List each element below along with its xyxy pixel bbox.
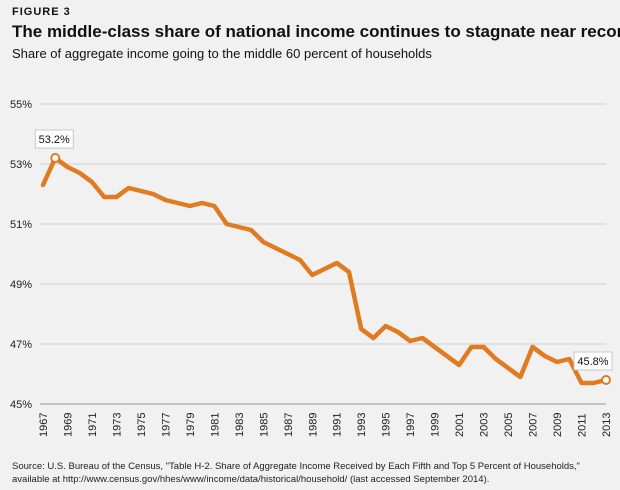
data-point xyxy=(396,330,400,334)
data-point xyxy=(494,357,498,361)
annotation-marker xyxy=(601,375,611,385)
data-point xyxy=(531,345,535,349)
x-tick-label: 2005 xyxy=(503,413,515,437)
x-tick-label: 1973 xyxy=(111,413,123,437)
x-tick-label: 1993 xyxy=(356,413,368,437)
annotation-box xyxy=(573,351,613,371)
x-tick-label: 1981 xyxy=(209,413,221,437)
data-point xyxy=(482,345,486,349)
x-tick-label: 1977 xyxy=(160,413,172,437)
source-note: Source: U.S. Bureau of the Census, "Tabl… xyxy=(12,461,580,485)
data-point xyxy=(127,186,131,190)
data-point xyxy=(323,267,326,271)
x-tick-label: 1999 xyxy=(430,413,442,437)
data-point xyxy=(102,195,106,199)
data-point xyxy=(90,180,94,184)
data-point xyxy=(274,246,278,250)
data-point xyxy=(543,354,547,358)
data-point xyxy=(200,201,204,205)
x-tick-label: 1983 xyxy=(234,413,246,437)
data-point xyxy=(151,192,155,196)
data-point xyxy=(567,357,571,361)
data-point xyxy=(41,183,45,187)
x-tick-label: 1979 xyxy=(185,413,197,437)
x-tick-label: 2003 xyxy=(479,413,491,437)
data-point xyxy=(433,345,437,349)
y-tick-label: 55% xyxy=(10,99,32,111)
x-tick-label: 1997 xyxy=(405,413,417,437)
data-point xyxy=(249,228,253,232)
data-point xyxy=(384,324,388,328)
annotation-label: 53.2% xyxy=(39,134,70,146)
data-point xyxy=(114,195,118,199)
data-point xyxy=(457,363,461,367)
data-point xyxy=(286,252,290,256)
data-point xyxy=(310,273,314,277)
data-point xyxy=(445,354,449,358)
data-point xyxy=(65,165,69,169)
x-tick-label: 2007 xyxy=(528,413,540,437)
y-tick-label: 51% xyxy=(10,219,32,231)
x-tick-label: 2009 xyxy=(552,413,564,437)
data-point xyxy=(78,171,82,175)
annotation-box xyxy=(34,129,74,149)
data-point xyxy=(580,381,584,385)
data-point xyxy=(298,258,302,262)
data-point xyxy=(237,225,241,229)
x-tick-label: 2001 xyxy=(454,413,466,437)
x-tick-label: 2011 xyxy=(577,413,589,437)
data-point xyxy=(408,339,412,343)
x-tick-label: 1991 xyxy=(332,413,344,437)
x-tick-label: 1995 xyxy=(381,413,393,437)
data-point xyxy=(139,189,143,193)
chart-title: The middle-class share of national incom… xyxy=(12,22,620,41)
y-tick-label: 53% xyxy=(10,159,32,171)
data-point xyxy=(225,222,229,226)
x-tick-label: 1969 xyxy=(62,413,74,437)
y-tick-label: 47% xyxy=(10,339,32,351)
annotation-label: 45.8% xyxy=(577,356,608,368)
data-point xyxy=(347,270,351,274)
annotation-marker xyxy=(50,153,61,163)
data-point xyxy=(518,375,522,379)
x-tick-label: 1975 xyxy=(136,413,148,437)
data-point xyxy=(163,198,167,202)
data-point xyxy=(212,204,216,208)
data-point xyxy=(188,204,192,208)
data-point xyxy=(506,366,510,370)
data-point xyxy=(420,336,424,340)
x-tick-label: 1971 xyxy=(87,413,99,437)
y-tick-label: 49% xyxy=(10,279,32,291)
data-point xyxy=(469,345,473,349)
x-tick-label: 1967 xyxy=(38,413,50,437)
data-point xyxy=(359,327,363,331)
data-point xyxy=(592,381,596,385)
figure-label: FIGURE 3 xyxy=(12,6,71,18)
y-tick-label: 45% xyxy=(10,399,32,411)
data-point xyxy=(555,360,559,364)
x-tick-label: 1989 xyxy=(307,413,319,437)
data-point xyxy=(335,261,339,265)
chart-subtitle: Share of aggregate income going to the m… xyxy=(12,46,432,61)
data-point xyxy=(176,201,180,205)
data-point xyxy=(371,336,375,340)
x-tick-label: 1985 xyxy=(258,413,270,437)
x-tick-label: 1987 xyxy=(283,413,295,437)
data-point xyxy=(261,240,265,244)
x-tick-label: 2013 xyxy=(601,413,613,437)
